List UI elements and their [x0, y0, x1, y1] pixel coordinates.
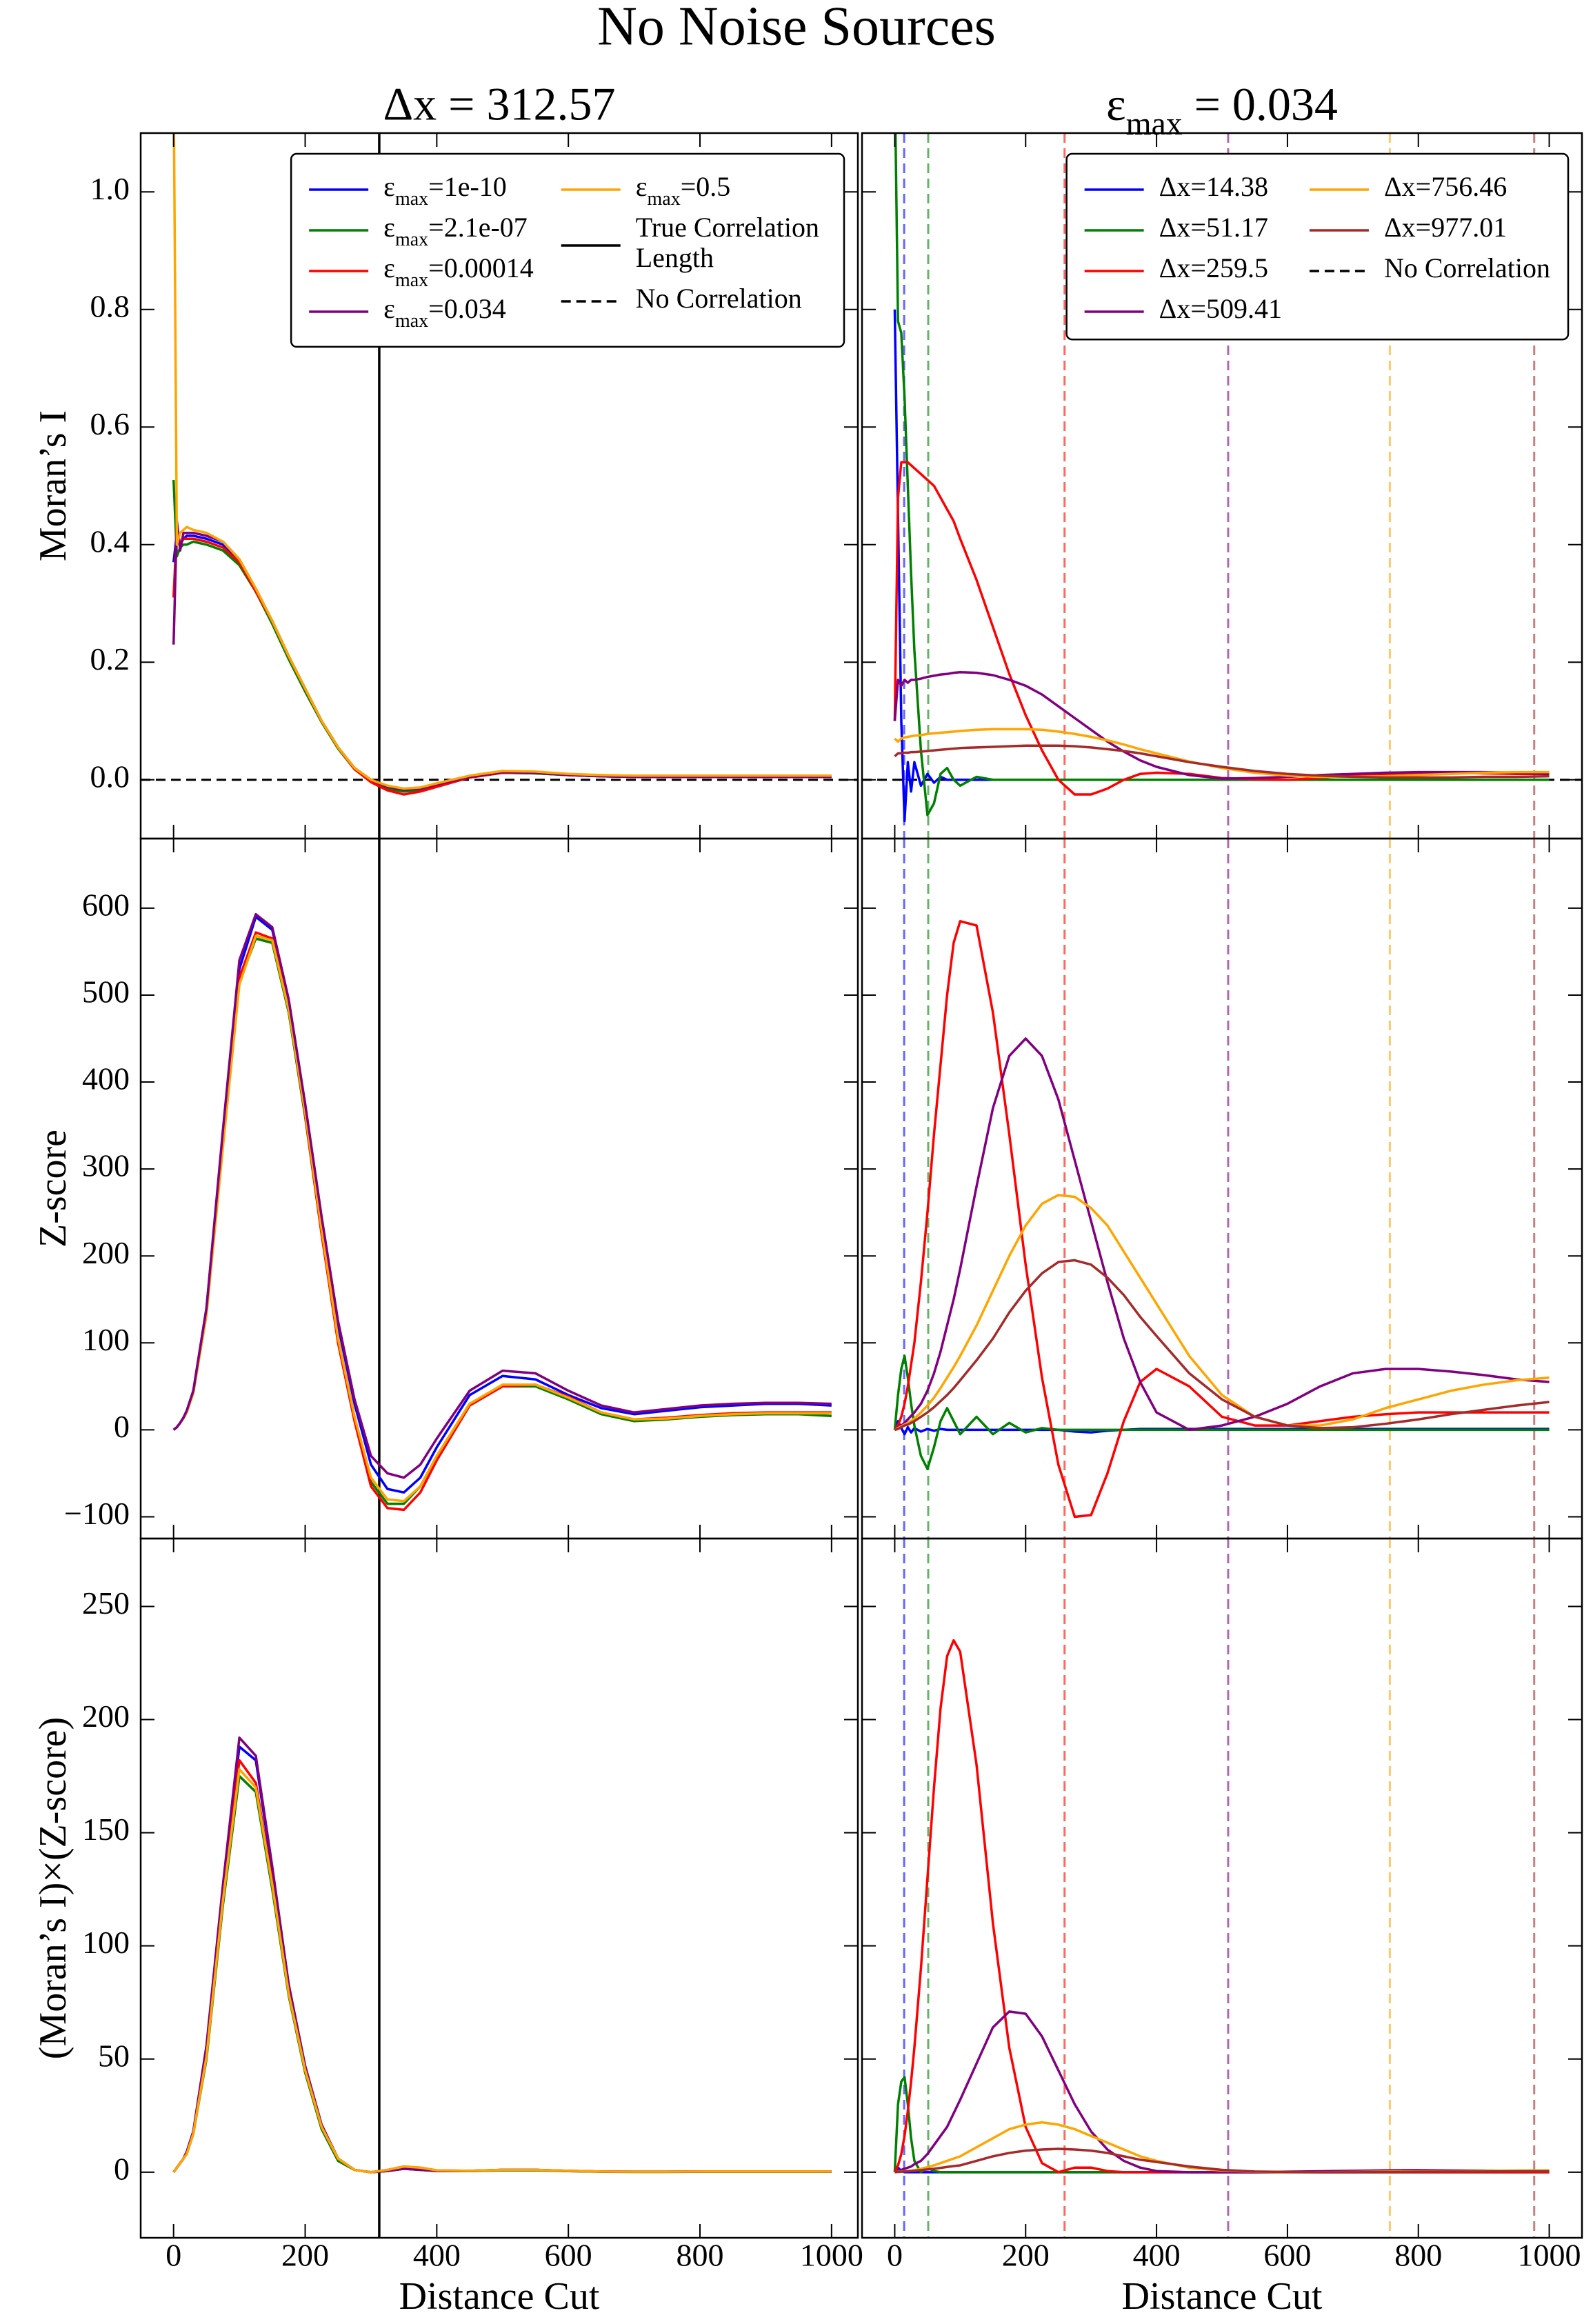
x-tick-label: 600 — [1263, 2238, 1311, 2273]
column-title: εmax = 0.034 — [1106, 78, 1338, 142]
legend-column: εmax=1e-10εmax=2.1e-07εmax=0.00014εmax=0… — [309, 171, 534, 332]
y-tick-label: 50 — [98, 2038, 130, 2073]
legend: Δx=14.38 Δx=51.17 Δx=259.5 Δx=509.41 Δx=756.… — [1065, 152, 1570, 341]
axes-frame — [139, 1537, 859, 2239]
legend-label: Δx=14.38 — [1159, 171, 1268, 202]
legend-label: True Correlation Length — [636, 212, 826, 273]
figure-title: No Noise Sources — [597, 0, 996, 57]
x-tick-label: 400 — [413, 2238, 461, 2273]
x-tick-label: 200 — [1002, 2238, 1050, 2273]
legend-column: Δx=14.38 Δx=51.17 Δx=259.5 Δx=509.41 — [1084, 171, 1282, 324]
series-line — [172, 912, 832, 1479]
plot-area — [172, 1539, 832, 2238]
y-tick-label: 0 — [114, 1409, 130, 1444]
panel: εmax = 0.034 Δx=14.38 Δx=51.17 Δx=259.5 Δx=5… — [861, 78, 1583, 840]
y-axis-label: Moran’s I — [32, 410, 74, 561]
y-tick-label: 250 — [82, 1585, 130, 1621]
panel: 0.0 0.2 0.4 0.6 0.8 1.0 Δx = 312.57 Moran’s I εm… — [32, 78, 859, 840]
legend-label: No Correlation — [1384, 252, 1550, 283]
plot-area — [893, 1539, 1550, 2238]
x-tick-label: 0 — [166, 2238, 181, 2273]
legend-box — [290, 152, 845, 348]
y-tick-label: 0.4 — [90, 523, 130, 559]
x-tick-label: 800 — [677, 2238, 724, 2273]
legend-label: Δx=509.41 — [1159, 293, 1282, 324]
plot-area — [893, 839, 1550, 1539]
x-axis-label: Distance Cut — [399, 2275, 600, 2318]
legend-label: εmax=0.00014 — [383, 252, 534, 291]
series-line — [893, 670, 1550, 780]
series-line — [894, 744, 1550, 779]
series-line — [894, 133, 1550, 817]
x-tick-label: 1000 — [1518, 2238, 1581, 2273]
y-tick-label: 150 — [82, 1812, 130, 1847]
legend-column: Δx=756.46 Δx=977.01 No Correlation — [1309, 171, 1550, 283]
legend-label: εmax=0.034 — [383, 293, 506, 332]
y-tick-label: 600 — [82, 887, 130, 922]
y-tick-label: 100 — [82, 1925, 130, 1960]
x-axis-label: Distance Cut — [1122, 2275, 1323, 2318]
y-tick-label: 0.0 — [90, 759, 130, 794]
y-tick-label: 400 — [82, 1061, 130, 1096]
legend-label: No Correlation — [636, 283, 802, 314]
y-axis-label: Z-score — [32, 1130, 74, 1248]
series-line — [894, 1194, 1550, 1431]
panel: 0 200 400 600 800 1000 Distance Cut — [861, 1537, 1583, 2318]
series-line — [894, 920, 1550, 1519]
panel — [861, 837, 1583, 1540]
series-line — [894, 2147, 1550, 2174]
series-line — [172, 1767, 832, 2174]
x-tick-label: 200 — [281, 2238, 329, 2273]
y-tick-label: −100 — [64, 1496, 130, 1531]
legend-label: εmax=2.1e-07 — [383, 212, 528, 250]
legend-label: Δx=756.46 — [1384, 171, 1507, 202]
y-tick-label: 0.2 — [90, 641, 130, 677]
legend-label: εmax=0.5 — [636, 171, 731, 210]
y-tick-label: 200 — [82, 1235, 130, 1270]
y-tick-label: 0 — [114, 2151, 130, 2186]
legend-label: Δx=259.5 — [1159, 252, 1268, 283]
y-axis-label: (Moran’s I)×(Z-score) — [32, 1717, 74, 2059]
x-tick-label: 1000 — [800, 2238, 863, 2273]
x-tick-label: 600 — [545, 2238, 592, 2273]
y-tick-label: 300 — [82, 1148, 130, 1183]
plot-area — [172, 839, 832, 1539]
legend: εmax=1e-10εmax=2.1e-07εmax=0.00014εmax=0… — [290, 152, 845, 348]
plot-area — [141, 133, 858, 839]
axes-frame — [861, 1537, 1583, 2239]
legend-label: Δx=51.17 — [1159, 212, 1268, 243]
y-tick-label: 1.0 — [90, 171, 130, 206]
y-tick-label: 500 — [82, 974, 130, 1010]
y-tick-label: 0.6 — [90, 406, 130, 441]
panel: −100 0 100 200 300 400 500 600 Z-score — [32, 837, 859, 1540]
x-tick-label: 400 — [1133, 2238, 1181, 2273]
series-line — [172, 133, 832, 790]
column-title: Δx = 312.57 — [383, 78, 615, 130]
plot-area — [862, 133, 1582, 839]
legend-box — [1065, 152, 1570, 341]
series-line — [894, 1259, 1550, 1432]
legend-label: εmax=1e-10 — [383, 171, 507, 210]
y-tick-label: 200 — [82, 1699, 130, 1734]
series-line — [894, 1037, 1550, 1432]
panel: 0 200 400 600 800 1000 0 50 100 150 200 250 Distance… — [32, 1537, 863, 2318]
series-line — [893, 1354, 1550, 1470]
y-tick-label: 100 — [82, 1322, 130, 1357]
x-tick-label: 0 — [887, 2238, 903, 2273]
x-tick-label: 800 — [1394, 2238, 1442, 2273]
y-tick-label: 0.8 — [90, 288, 130, 323]
legend-label: Δx=977.01 — [1384, 212, 1507, 243]
